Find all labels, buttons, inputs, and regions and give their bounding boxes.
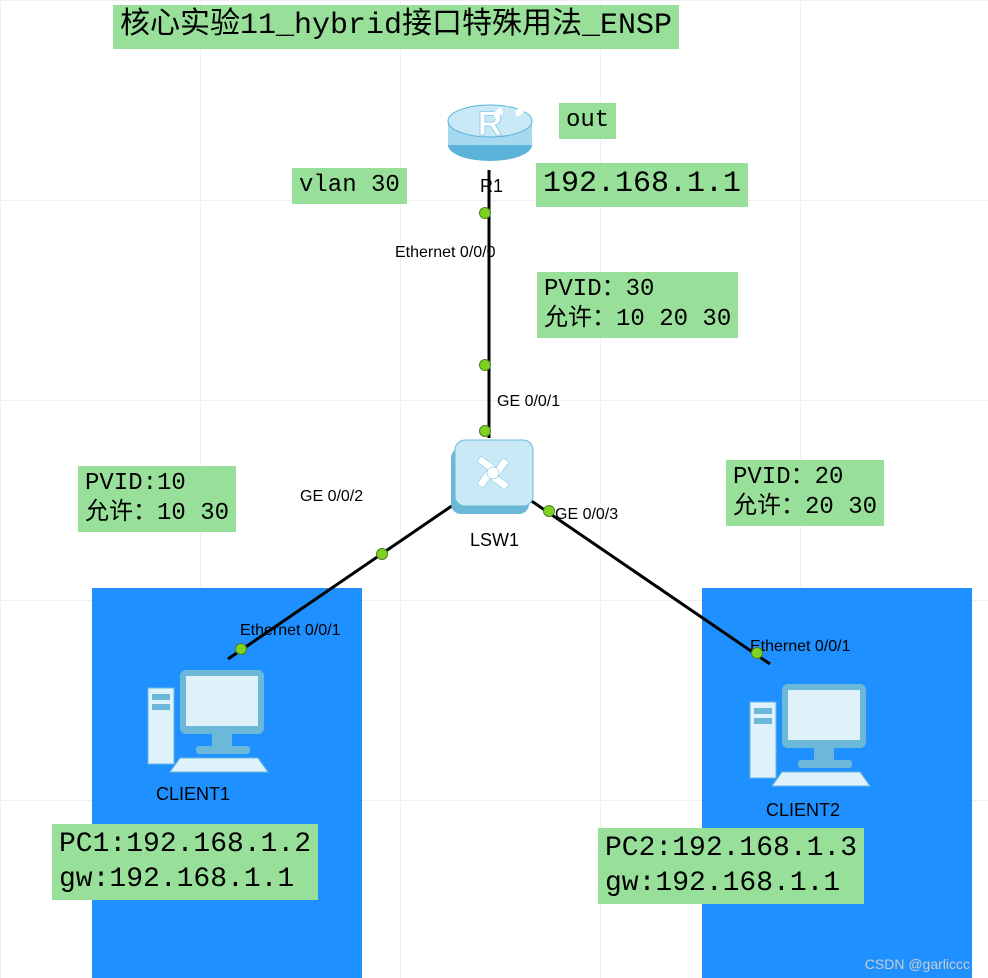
- out-label: out: [559, 103, 616, 139]
- link-endpoint-dot: [235, 643, 247, 655]
- link-endpoint-dot: [479, 425, 491, 437]
- link-endpoint-dot: [479, 359, 491, 371]
- pc1-info: PC1:192.168.1.2 gw:192.168.1.1: [52, 824, 318, 900]
- router-name: R1: [480, 176, 503, 197]
- watermark: CSDN @garliccc: [865, 956, 970, 972]
- port-ge3-config: PVID：20 允许：20 30: [726, 460, 884, 526]
- link-endpoint-dot: [751, 647, 763, 659]
- switch-name: LSW1: [470, 530, 519, 551]
- port-ge1-config: PVID：30 允许：10 20 30: [537, 272, 738, 338]
- vlan30-label: vlan 30: [292, 168, 407, 204]
- router-icon: R: [445, 85, 535, 170]
- iface-ge3: GE 0/0/3: [555, 506, 618, 524]
- title-label: 核心实验11_hybrid接口特殊用法_ENSP: [113, 5, 679, 49]
- client1-icon: [140, 650, 270, 780]
- iface-eth-pc2: Ethernet 0/0/1: [750, 638, 851, 656]
- iface-eth-pc1: Ethernet 0/0/1: [240, 622, 341, 640]
- iface-ge1: GE 0/0/1: [497, 393, 560, 411]
- link-endpoint-dot: [479, 207, 491, 219]
- router-ip-label: 192.168.1.1: [536, 163, 748, 207]
- link-endpoint-dot: [376, 548, 388, 560]
- iface-eth-r1: Ethernet 0/0/0: [395, 244, 496, 262]
- link-endpoint-dot: [543, 505, 555, 517]
- client2-icon: [742, 664, 872, 794]
- pc2-info: PC2:192.168.1.3 gw:192.168.1.1: [598, 828, 864, 904]
- iface-ge2: GE 0/0/2: [300, 488, 363, 506]
- switch-icon: [445, 430, 541, 526]
- client2-name: CLIENT2: [766, 800, 840, 821]
- topology-canvas: 核心实验11_hybrid接口特殊用法_ENSP vlan 30 out 192…: [0, 0, 988, 978]
- port-ge2-config: PVID:10 允许：10 30: [78, 466, 236, 532]
- client1-name: CLIENT1: [156, 784, 230, 805]
